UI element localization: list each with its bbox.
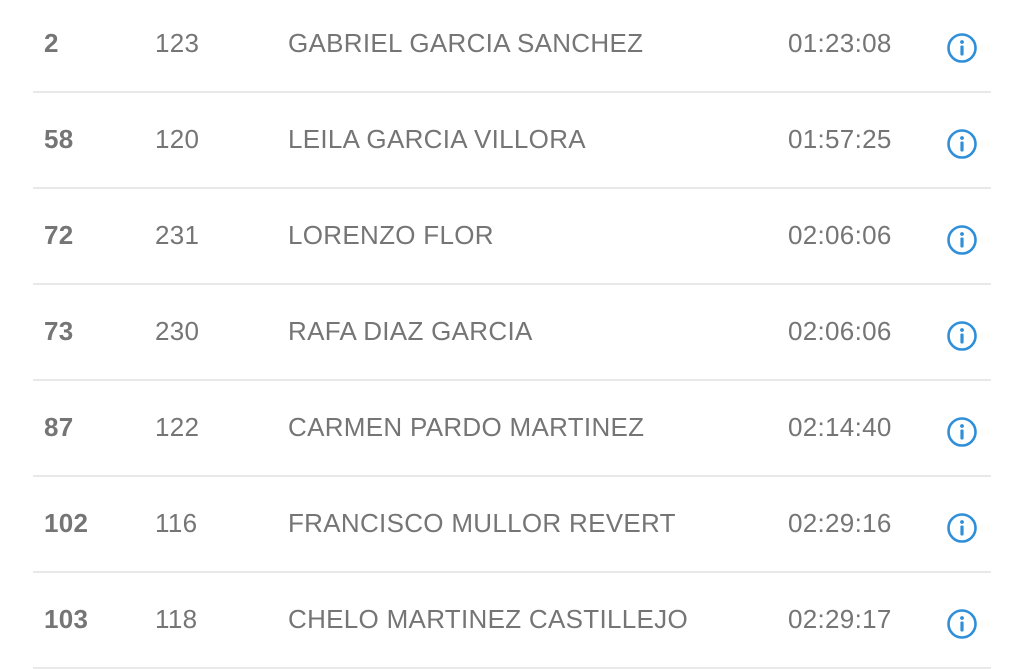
result-row[interactable]: 58 120 LEILA GARCIA VILLORA 01:57:25 [0, 93, 1024, 189]
info-icon[interactable] [946, 320, 978, 352]
bib-number: 116 [155, 508, 198, 538]
info-icon[interactable] [946, 512, 978, 544]
bib-number: 122 [155, 412, 200, 442]
result-row[interactable]: 103 118 CHELO MARTINEZ CASTILLEJO 02:29:… [0, 573, 1024, 669]
info-icon[interactable] [946, 608, 978, 640]
finish-time: 02:06:06 [788, 316, 892, 346]
info-icon[interactable] [946, 224, 978, 256]
finish-time: 02:06:06 [788, 220, 892, 250]
finish-time: 02:29:17 [788, 604, 892, 634]
position: 103 [44, 604, 89, 634]
bib-number: 118 [155, 604, 198, 634]
bib-number: 123 [155, 28, 200, 58]
position: 72 [44, 220, 74, 250]
runner-name: CHELO MARTINEZ CASTILLEJO [288, 604, 688, 634]
finish-time: 02:14:40 [788, 412, 892, 442]
bib-number: 230 [155, 316, 200, 346]
finish-time: 02:29:16 [788, 508, 892, 538]
result-row[interactable]: 72 231 LORENZO FLOR 02:06:06 [0, 189, 1024, 285]
position: 87 [44, 412, 74, 442]
result-row[interactable]: 87 122 CARMEN PARDO MARTINEZ 02:14:40 [0, 381, 1024, 477]
result-row[interactable]: 102 116 FRANCISCO MULLOR REVERT 02:29:16 [0, 477, 1024, 573]
runner-name: GABRIEL GARCIA SANCHEZ [288, 28, 644, 58]
result-row[interactable]: 73 230 RAFA DIAZ GARCIA 02:06:06 [0, 285, 1024, 381]
runner-name: RAFA DIAZ GARCIA [288, 316, 533, 346]
position: 58 [44, 124, 74, 154]
bib-number: 231 [155, 220, 200, 250]
info-icon[interactable] [946, 32, 978, 64]
runner-name: LORENZO FLOR [288, 220, 494, 250]
info-icon[interactable] [946, 128, 978, 160]
runner-name: LEILA GARCIA VILLORA [288, 124, 586, 154]
bib-number: 120 [155, 124, 200, 154]
runner-name: CARMEN PARDO MARTINEZ [288, 412, 645, 442]
runner-name: FRANCISCO MULLOR REVERT [288, 508, 676, 538]
position: 2 [44, 28, 59, 58]
finish-time: 01:23:08 [788, 28, 892, 58]
finish-time: 01:57:25 [788, 124, 892, 154]
info-icon[interactable] [946, 416, 978, 448]
position: 73 [44, 316, 74, 346]
result-row[interactable]: 2 123 GABRIEL GARCIA SANCHEZ 01:23:08 [0, 0, 1024, 93]
position: 102 [44, 508, 89, 538]
